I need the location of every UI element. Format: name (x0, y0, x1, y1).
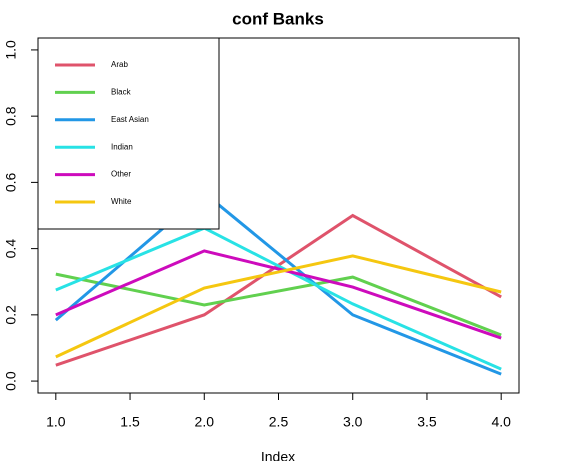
y-tick-label: 0.2 (3, 305, 19, 325)
x-tick-label: 3.5 (417, 414, 437, 430)
x-tick-label: 4.0 (491, 414, 511, 430)
x-tick-label: 1.0 (46, 414, 66, 430)
x-tick-label: 2.0 (195, 414, 215, 430)
legend-label: White (111, 197, 132, 206)
series-line (55, 272, 502, 337)
x-tick-label: 1.5 (120, 414, 140, 430)
legend-label: Black (111, 88, 132, 97)
x-tick-label: 2.5 (269, 414, 289, 430)
x-axis-label: Index (261, 449, 295, 461)
series-line (55, 226, 502, 371)
legend-label: Other (111, 170, 131, 179)
y-tick-label: 0.0 (3, 371, 19, 391)
legend-label: Indian (111, 142, 133, 151)
y-tick-label: 1.0 (3, 40, 19, 60)
legend-box (37, 37, 220, 230)
chart-title: conf Banks (232, 9, 324, 28)
y-tick-label: 0.4 (3, 239, 19, 259)
series-line (54, 191, 502, 376)
legend-label: Arab (111, 60, 128, 69)
y-tick-label: 0.8 (3, 106, 19, 126)
series-line (55, 254, 502, 359)
y-tick-label: 0.6 (3, 172, 19, 192)
legend-label: East Asian (111, 115, 149, 124)
series-line (55, 249, 502, 340)
x-tick-label: 3.0 (343, 414, 363, 430)
